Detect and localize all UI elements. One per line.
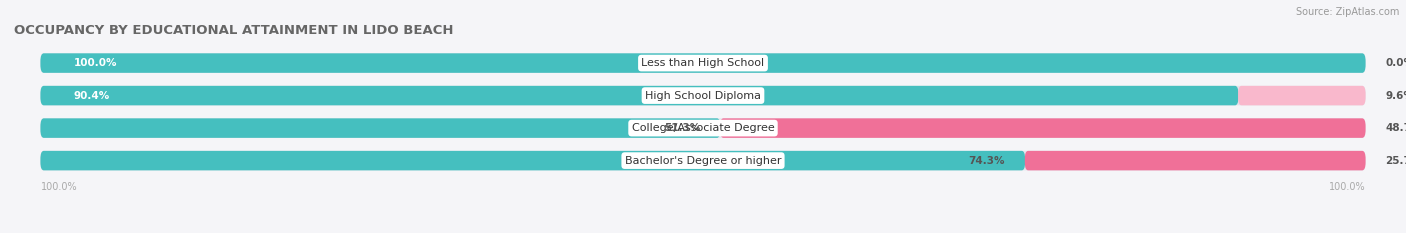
Text: OCCUPANCY BY EDUCATIONAL ATTAINMENT IN LIDO BEACH: OCCUPANCY BY EDUCATIONAL ATTAINMENT IN L…: [14, 24, 454, 37]
Text: Bachelor's Degree or higher: Bachelor's Degree or higher: [624, 156, 782, 166]
Text: 51.3%: 51.3%: [664, 123, 700, 133]
Text: 90.4%: 90.4%: [73, 91, 110, 101]
FancyBboxPatch shape: [41, 151, 1365, 170]
Text: Less than High School: Less than High School: [641, 58, 765, 68]
Text: Source: ZipAtlas.com: Source: ZipAtlas.com: [1295, 7, 1399, 17]
Text: High School Diploma: High School Diploma: [645, 91, 761, 101]
FancyBboxPatch shape: [1025, 151, 1365, 170]
Text: 100.0%: 100.0%: [1329, 182, 1365, 192]
Text: 100.0%: 100.0%: [73, 58, 117, 68]
FancyBboxPatch shape: [41, 151, 1025, 170]
FancyBboxPatch shape: [41, 118, 720, 138]
FancyBboxPatch shape: [41, 53, 1365, 73]
FancyBboxPatch shape: [41, 118, 1365, 138]
Text: 48.7%: 48.7%: [1385, 123, 1406, 133]
Text: College/Associate Degree: College/Associate Degree: [631, 123, 775, 133]
FancyBboxPatch shape: [41, 86, 1365, 105]
FancyBboxPatch shape: [41, 86, 1239, 105]
Text: 9.6%: 9.6%: [1385, 91, 1406, 101]
Text: 100.0%: 100.0%: [41, 182, 77, 192]
Text: 0.0%: 0.0%: [1385, 58, 1406, 68]
FancyBboxPatch shape: [720, 118, 1365, 138]
FancyBboxPatch shape: [1239, 86, 1365, 105]
FancyBboxPatch shape: [41, 53, 1365, 73]
Legend: Owner-occupied, Renter-occupied: Owner-occupied, Renter-occupied: [595, 231, 811, 233]
Text: 25.7%: 25.7%: [1385, 156, 1406, 166]
Text: 74.3%: 74.3%: [969, 156, 1005, 166]
